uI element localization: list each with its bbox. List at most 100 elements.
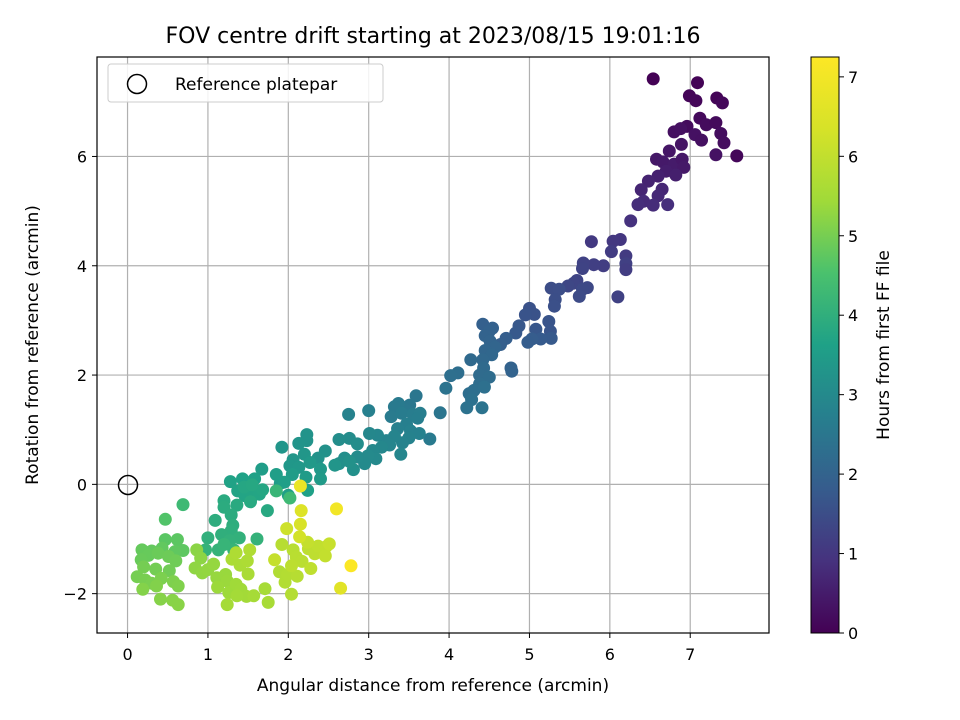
data-point bbox=[342, 407, 356, 421]
data-point bbox=[587, 258, 601, 272]
y-tick-label: 2 bbox=[77, 366, 87, 385]
data-point bbox=[154, 592, 167, 606]
data-point bbox=[394, 447, 408, 461]
data-point bbox=[295, 554, 309, 568]
y-tick-label: 4 bbox=[77, 257, 87, 276]
data-point bbox=[244, 495, 257, 509]
x-axis-label: Angular distance from reference (arcmin) bbox=[257, 676, 609, 696]
data-point bbox=[674, 122, 688, 136]
data-point bbox=[518, 308, 532, 322]
data-point bbox=[247, 589, 261, 603]
legend-entry-reference-platepar: Reference platepar bbox=[175, 75, 337, 95]
data-point bbox=[669, 168, 683, 182]
data-point bbox=[220, 598, 234, 612]
data-point bbox=[314, 472, 327, 486]
data-point bbox=[330, 502, 343, 516]
data-point bbox=[294, 504, 308, 518]
data-point bbox=[350, 437, 364, 451]
data-point bbox=[269, 468, 283, 481]
colorbar bbox=[810, 56, 840, 634]
data-point bbox=[611, 290, 625, 304]
data-point bbox=[689, 94, 703, 108]
data-point bbox=[285, 559, 298, 573]
y-tick-label: −2 bbox=[63, 585, 87, 604]
data-point bbox=[709, 116, 723, 130]
chart-title: FOV centre drift starting at 2023/08/15 … bbox=[166, 24, 701, 49]
data-point bbox=[151, 546, 165, 560]
data-point bbox=[691, 76, 704, 90]
data-point bbox=[285, 468, 299, 481]
data-point bbox=[243, 543, 257, 557]
y-tick-label: 0 bbox=[77, 475, 87, 494]
data-point bbox=[641, 174, 655, 188]
data-point bbox=[328, 458, 342, 472]
data-point bbox=[285, 587, 298, 601]
data-point bbox=[606, 234, 620, 248]
data-point bbox=[460, 401, 474, 415]
data-point bbox=[261, 595, 275, 609]
x-axis-ticks: 0 1 2 3 4 5 6 7 bbox=[122, 633, 695, 664]
data-point bbox=[717, 136, 731, 150]
data-point bbox=[544, 331, 558, 345]
data-point bbox=[304, 562, 318, 575]
data-point bbox=[362, 404, 376, 418]
x-tick-label: 6 bbox=[605, 645, 615, 664]
data-point bbox=[268, 553, 282, 567]
data-point bbox=[529, 322, 543, 336]
data-point bbox=[293, 479, 307, 493]
data-point bbox=[230, 498, 244, 512]
data-point bbox=[661, 198, 675, 212]
data-point bbox=[241, 567, 255, 581]
colorbar-label: Hours from first FF file bbox=[874, 250, 894, 440]
data-point bbox=[412, 427, 426, 440]
data-points bbox=[130, 72, 744, 612]
data-point bbox=[695, 133, 708, 147]
data-point bbox=[482, 370, 496, 384]
colorbar-tick-label: 3 bbox=[848, 386, 858, 405]
data-point bbox=[322, 537, 336, 551]
data-point bbox=[255, 462, 269, 476]
x-tick-label: 0 bbox=[122, 645, 132, 664]
data-point bbox=[230, 589, 244, 603]
data-point bbox=[521, 335, 535, 349]
data-point bbox=[280, 522, 294, 536]
data-point bbox=[137, 560, 151, 574]
data-point bbox=[260, 504, 274, 518]
data-point bbox=[409, 389, 423, 403]
x-tick-label: 5 bbox=[524, 645, 534, 664]
data-point bbox=[258, 582, 272, 596]
data-point bbox=[277, 475, 291, 489]
colorbar-ticks: 0 1 2 3 4 5 6 7 bbox=[839, 68, 858, 643]
data-point bbox=[256, 483, 270, 497]
x-tick-label: 7 bbox=[685, 645, 695, 664]
data-point bbox=[604, 245, 618, 259]
data-point bbox=[269, 484, 283, 498]
data-point bbox=[334, 581, 348, 595]
data-point bbox=[207, 557, 221, 571]
data-point bbox=[715, 96, 729, 110]
data-point bbox=[646, 72, 660, 86]
data-point bbox=[384, 410, 398, 424]
data-point bbox=[631, 198, 645, 212]
data-point bbox=[303, 456, 317, 469]
data-point bbox=[646, 198, 660, 212]
y-tick-label: 6 bbox=[77, 147, 87, 166]
x-tick-label: 2 bbox=[283, 645, 293, 664]
data-point bbox=[423, 432, 437, 446]
data-point bbox=[624, 214, 638, 228]
data-point bbox=[170, 533, 184, 547]
data-point bbox=[634, 183, 648, 197]
x-tick-label: 4 bbox=[444, 645, 454, 664]
data-point bbox=[344, 559, 358, 573]
data-point bbox=[217, 538, 231, 551]
y-axis-label: Rotation from reference (arcmin) bbox=[23, 205, 43, 485]
colorbar-tick-label: 0 bbox=[848, 624, 858, 643]
data-point bbox=[201, 531, 215, 545]
data-point bbox=[730, 149, 744, 163]
x-tick-label: 1 bbox=[203, 645, 213, 664]
data-point bbox=[171, 598, 185, 612]
data-point bbox=[223, 475, 237, 489]
data-point bbox=[275, 538, 289, 551]
data-point bbox=[171, 579, 185, 593]
